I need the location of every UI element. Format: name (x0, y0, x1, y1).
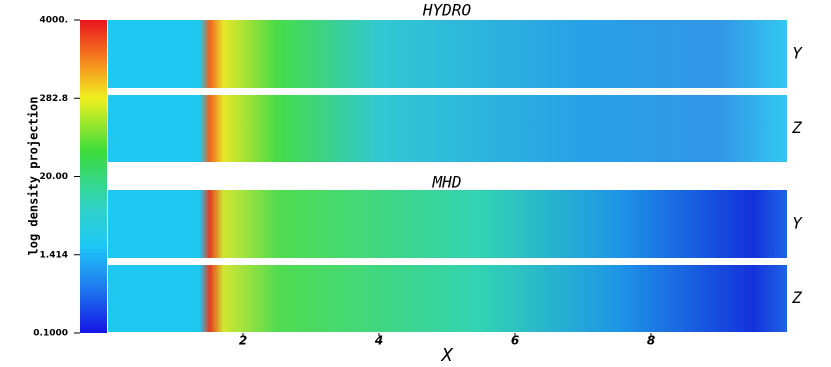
row-label: Z (791, 118, 802, 137)
colorbar-tick-label: 0.1000 (33, 329, 68, 339)
panel-title: HYDRO (422, 1, 471, 20)
row-label: Y (792, 214, 803, 233)
x-tick-label: 4 (374, 334, 383, 348)
colorbar-tick-label: 4000. (40, 16, 68, 26)
colorbar-label: log density projection (27, 97, 41, 256)
projection-image (108, 190, 787, 258)
projection-image (108, 95, 787, 162)
x-tick-label: 2 (239, 334, 247, 348)
x-tick-label: 6 (511, 334, 519, 348)
colorbar (80, 20, 107, 333)
projection-image (108, 265, 787, 332)
panel-title: MHD (432, 173, 462, 192)
colorbar-tick-label: 282.8 (40, 94, 68, 104)
row-label: Z (791, 288, 802, 307)
x-tick-label: 8 (647, 334, 655, 348)
row-label: Y (792, 44, 803, 63)
x-axis-label: X (440, 345, 454, 366)
colorbar-tick-label: 1.414 (40, 250, 68, 260)
projection-image (108, 20, 787, 88)
colorbar-tick-label: 20.00 (40, 172, 68, 182)
